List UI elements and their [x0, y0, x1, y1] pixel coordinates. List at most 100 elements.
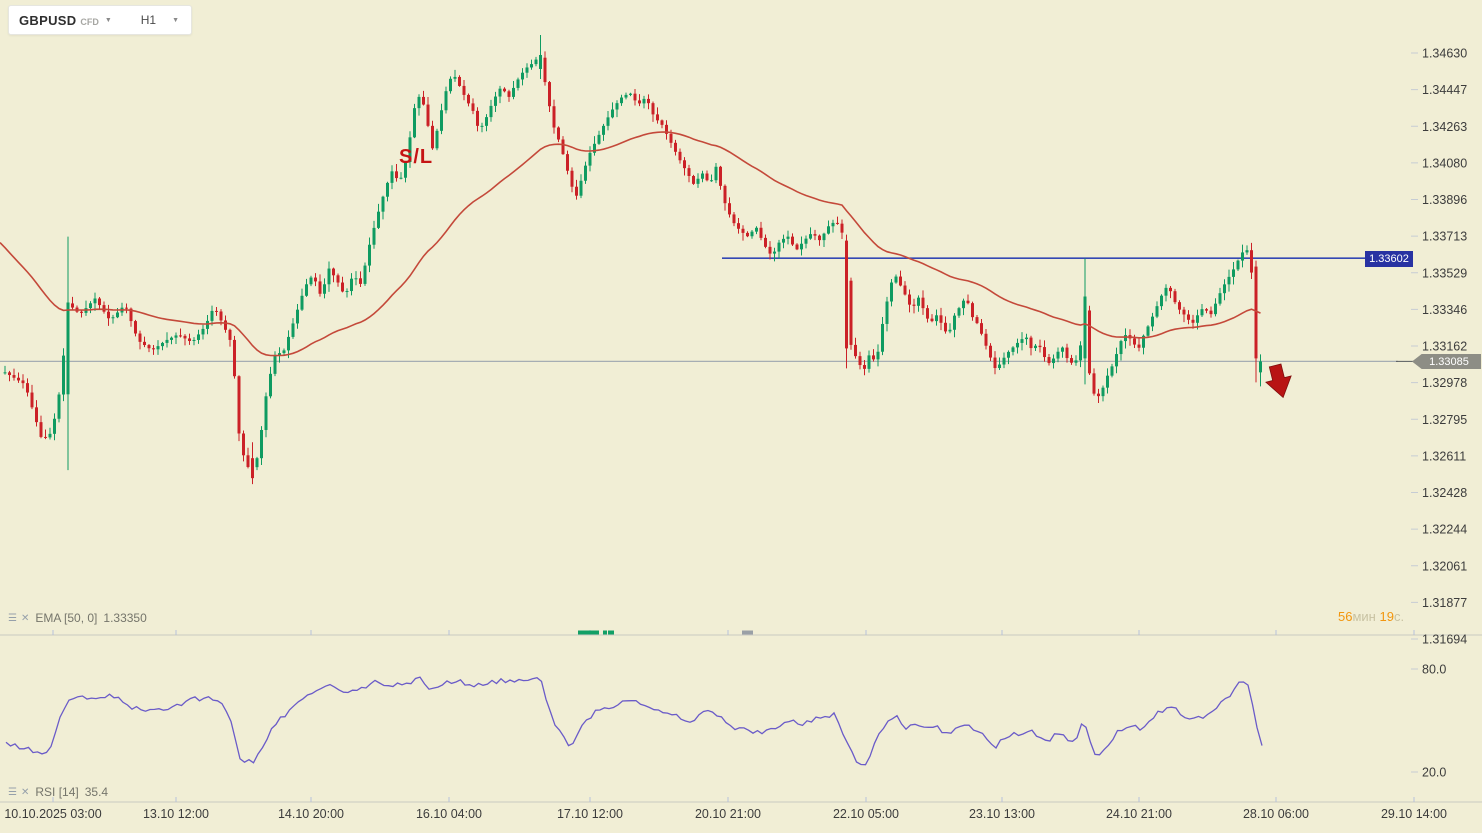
candle-body [561, 139, 565, 155]
candle-body [341, 282, 344, 292]
candle-body [516, 79, 520, 88]
chart-toolbar: GBPUSD CFD ▼ H1 ▼ [8, 5, 192, 35]
rsi-indicator-row: ☰ ✕ RSI [14] 35.4 [8, 785, 108, 799]
candle-body [179, 335, 182, 337]
candle-body [651, 103, 655, 115]
candle-body [674, 142, 677, 152]
candle-body [908, 294, 911, 305]
candle-body [660, 120, 664, 125]
candle-body [440, 110, 443, 131]
candle-body [696, 178, 700, 184]
candle-body [566, 154, 569, 171]
candle-body [147, 345, 151, 349]
candle-body [282, 350, 286, 354]
candle-body [318, 281, 322, 294]
candle-body [1223, 284, 1226, 294]
time-axis-label: 29.10 14:00 [1381, 807, 1447, 821]
candle-body [174, 335, 178, 338]
candle-body [1254, 266, 1258, 359]
indicator-remove-icon[interactable]: ✕ [20, 612, 30, 624]
candle-body [710, 180, 713, 182]
time-axis: 10.10.2025 03:00 13.10 12:00 14.10 20:00 16… [4, 807, 1447, 821]
ema-indicator-label: EMA [50, 0] [35, 611, 98, 625]
symbol-selector[interactable]: GBPUSD CFD ▼ [9, 13, 141, 28]
candle-body [786, 236, 790, 239]
candle-body [251, 458, 254, 479]
candle-body [624, 94, 628, 98]
candle-body [165, 339, 169, 343]
candle-body [836, 222, 839, 224]
candle-body [260, 429, 263, 459]
countdown-minutes: 56 [1338, 609, 1353, 624]
candle-body [741, 228, 745, 233]
candle-body [1137, 344, 1141, 348]
indicator-menu-icon[interactable]: ☰ [8, 786, 17, 798]
candle-body [278, 353, 281, 356]
candle-body [525, 67, 529, 73]
indicator-remove-icon[interactable]: ✕ [20, 786, 30, 798]
candle-body [449, 78, 452, 92]
candle-body [210, 310, 214, 321]
candle-body [39, 422, 43, 437]
candle-body [858, 356, 862, 366]
time-axis-label: 28.10 06:00 [1243, 807, 1309, 821]
timeframe-selector[interactable]: H1 ▼ [141, 13, 191, 27]
candle-body [984, 333, 988, 346]
candle-body [1056, 351, 1060, 359]
candle-body [386, 182, 389, 197]
candle-body [1259, 361, 1262, 373]
candle-body [296, 309, 299, 324]
candle-body [206, 320, 209, 329]
candle-body [894, 276, 898, 283]
instrument-type-label: CFD [80, 16, 99, 27]
candle-body [962, 300, 965, 309]
indicator-menu-icon[interactable]: ☰ [8, 612, 17, 624]
candle-body [854, 344, 857, 357]
candle-body [413, 108, 416, 138]
candle-body [125, 307, 128, 309]
price-axis-label: 1.33529 [1422, 266, 1467, 280]
candle-body [503, 88, 506, 92]
candle-body [53, 418, 56, 434]
candle-body [1214, 303, 1217, 315]
candle-body [363, 265, 367, 284]
candle-body [152, 348, 155, 350]
time-axis-label: 10.10.2025 03:00 [4, 807, 101, 821]
candlestick-series [3, 35, 1262, 485]
candle-body [593, 143, 596, 153]
candle-body [215, 310, 218, 312]
countdown-seconds: 19 [1379, 609, 1394, 624]
candle-body [197, 334, 200, 340]
candle-body [219, 311, 223, 321]
candle-body [138, 333, 142, 342]
candle-body [1169, 287, 1172, 292]
candle-body [273, 355, 277, 374]
candle-body [431, 125, 434, 149]
candle-body [471, 103, 475, 111]
candle-body [372, 227, 376, 245]
candle-body [1218, 293, 1222, 304]
candle-body [642, 98, 646, 104]
time-axis-label: 13.10 12:00 [143, 807, 209, 821]
candle-body [224, 320, 227, 330]
candle-body [818, 235, 821, 241]
candle-body [737, 223, 740, 229]
candle-body [1182, 309, 1186, 315]
price-axis-label: 1.32061 [1422, 559, 1467, 573]
candle-body [827, 226, 830, 234]
candle-body [1236, 260, 1240, 270]
candle-body [12, 375, 16, 378]
pane-dividers [0, 630, 1482, 803]
current-price-badge: 1.33085 [1412, 354, 1481, 369]
candle-body [935, 315, 938, 322]
candle-body [476, 110, 479, 126]
candle-body [170, 337, 173, 340]
candle-body [143, 341, 146, 346]
candle-body [453, 76, 457, 79]
candle-body [750, 231, 754, 237]
price-axis-label: 1.32428 [1422, 486, 1467, 500]
price-axis-label: 1.34447 [1422, 83, 1467, 97]
